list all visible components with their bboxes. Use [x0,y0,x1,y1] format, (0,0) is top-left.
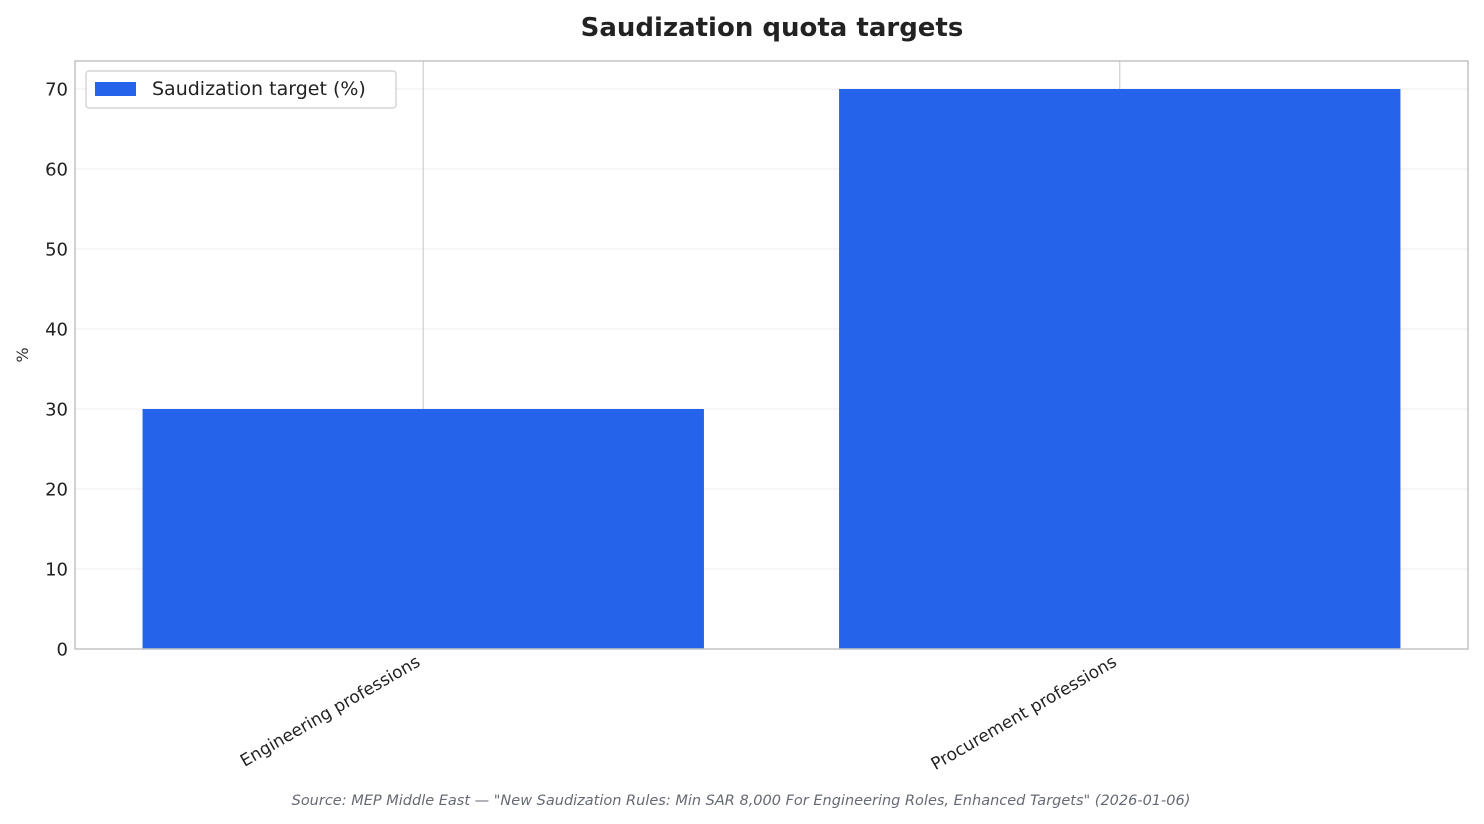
plot-frame [74,60,1469,650]
y-tick-label: 20 [45,480,68,501]
bar [839,89,1401,649]
bar [142,409,704,649]
x-axis-ticks: Engineering professions Procurement profe… [237,652,1120,775]
x-tick-label: Procurement professions [928,652,1121,775]
y-tick-label: 10 [45,560,68,581]
legend: Saudization target (%) [85,70,397,109]
y-tick-label: 40 [45,320,68,341]
y-tick-label: 70 [45,80,68,101]
legend-label: Saudization target (%) [152,78,366,100]
y-tick-label: 50 [45,240,68,261]
x-tick-label: Engineering professions [237,652,424,771]
chart-title: Saudization quota targets [581,13,964,43]
source-note: Source: MEP Middle East — "New Saudizati… [292,793,1191,809]
legend-frame [85,70,397,109]
y-tick-label: 30 [45,400,68,421]
y-axis-label: % [13,347,32,362]
legend-swatch [95,82,136,96]
bars [142,89,1401,649]
y-axis-ticks: 0 10 20 30 40 50 60 70 [45,80,68,661]
plot-area [74,60,1469,650]
y-tick-label: 0 [57,640,68,661]
y-tick-label: 60 [45,160,68,181]
